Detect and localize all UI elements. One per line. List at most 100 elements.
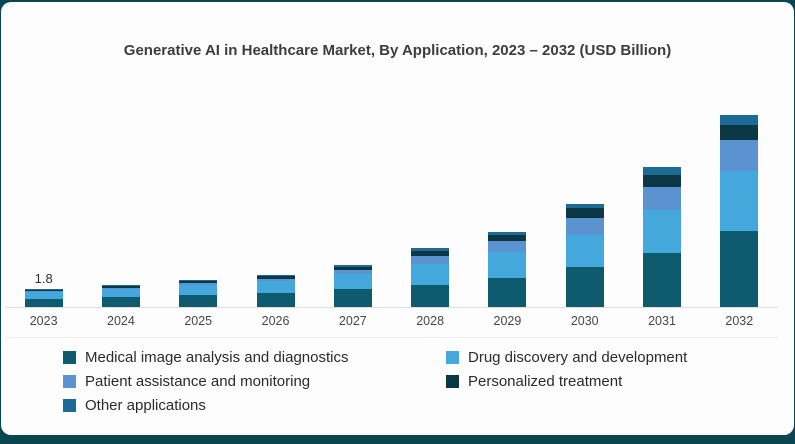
bar-column-2031 [623,167,700,307]
bar-segment [643,187,682,210]
x-axis-label-2023: 2023 [29,314,58,328]
bar-segment [24,289,63,290]
bar-segment [720,125,759,140]
legend-swatch-icon [446,351,459,364]
bar-column-2024 [82,285,159,307]
bar-segment [179,281,218,283]
bar-segment [643,175,682,187]
bar-segment [720,171,759,231]
legend-item: Patient assistance and monitoring [63,373,446,390]
bar-segment [179,283,218,285]
bar-segment [488,241,527,252]
stacked-bar-2031 [643,167,682,307]
bar-segment [256,275,295,276]
bar-column-2029 [469,232,546,307]
stacked-bar-2028 [411,248,450,307]
bar-value-label-2023: 1.8 [34,271,53,286]
legend-label: Other applications [85,397,206,414]
x-axis-label-2027: 2027 [338,314,367,328]
x-axis-label-2025: 2025 [184,314,213,328]
bar-segment [488,278,527,307]
bar-segment [333,265,372,267]
x-axis-label-2028: 2028 [416,314,445,328]
legend-label: Patient assistance and monitoring [85,373,311,390]
x-axis-label-2032: 2032 [725,314,754,328]
x-axis-label-2026: 2026 [261,314,290,328]
bar-column-2027 [314,265,391,307]
legend-label: Medical image analysis and diagnostics [85,349,349,366]
bar-segment [24,291,63,292]
x-axis-labels: 2023 2024 2025 2026 2027 2028 2029 2030 2031 2032 [5,308,778,338]
bar-segment [24,290,63,291]
bar-segment [101,285,140,286]
stacked-bar-2024 [101,285,140,307]
bar-column-2030 [546,204,623,307]
bar-segment [643,210,682,253]
bar-segment [179,280,218,281]
bar-segment [488,235,527,241]
legend-label: Personalized treatment [468,373,623,390]
bar-column-2025 [160,280,237,307]
legend-item: Other applications [63,397,446,414]
bar-segment [256,293,295,307]
bar-column-2026 [237,275,314,307]
bar-segment [256,276,295,279]
bar-column-2028 [391,248,468,307]
bar-segment [411,264,450,285]
bar-segment [333,274,372,289]
chart-card: Generative AI in Healthcare Market, By A… [1,2,794,435]
stacked-bar-2027 [333,265,372,307]
legend-swatch-icon [63,375,76,388]
legend-label: Drug discovery and development [468,349,688,366]
x-axis-label-2030: 2030 [570,314,599,328]
bar-segment [720,140,759,171]
legend-item: Medical image analysis and diagnostics [63,349,446,366]
bar-segment [256,281,295,293]
chart-title: Generative AI in Healthcare Market, By A… [123,42,672,59]
bar-segment [179,285,218,295]
bar-segment [411,251,450,256]
stacked-bar-2026 [256,275,295,307]
stacked-bar-2025 [179,280,218,307]
x-axis-label-2029: 2029 [493,314,522,328]
stacked-bar-2030 [565,204,604,307]
legend-item: Drug discovery and development [446,349,794,366]
stacked-bar-2032 [720,115,759,307]
bar-segment [720,115,759,125]
stacked-bar-2023 [24,289,63,307]
legend-swatch-icon [63,399,76,412]
bar-segment [565,235,604,267]
bar-segment [179,295,218,307]
bar-segment [565,204,604,208]
bar-segment [720,231,759,307]
stacked-bar-2029 [488,232,527,307]
chart-legend: Medical image analysis and diagnostics Dr… [63,349,794,414]
legend-swatch-icon [446,375,459,388]
bar-segment [101,288,140,289]
bar-segment [333,267,372,270]
bar-segment [565,218,604,235]
bar-segment [488,252,527,278]
bar-segment [101,286,140,288]
bar-segment [24,292,63,299]
bar-segment [488,232,527,235]
bar-segment [101,297,140,307]
bar-segment [24,299,63,307]
x-axis-label-2024: 2024 [107,314,135,328]
bar-segment [565,267,604,307]
legend-item: Personalized treatment [446,373,794,390]
bar-segment [411,256,450,264]
bar-segment [333,289,372,307]
bar-column-2032 [701,115,778,307]
bar-segment [333,270,372,274]
bar-segment [101,289,140,297]
bar-segment [411,248,450,251]
bar-segment [565,208,604,218]
bar-segment [643,253,682,307]
legend-swatch-icon [63,351,76,364]
bar-chart-plot-area: 1.8 [5,93,778,308]
x-axis-label-2031: 2031 [648,314,676,328]
bar-segment [411,285,450,307]
bar-segment [643,167,682,175]
bar-segment [256,279,295,281]
